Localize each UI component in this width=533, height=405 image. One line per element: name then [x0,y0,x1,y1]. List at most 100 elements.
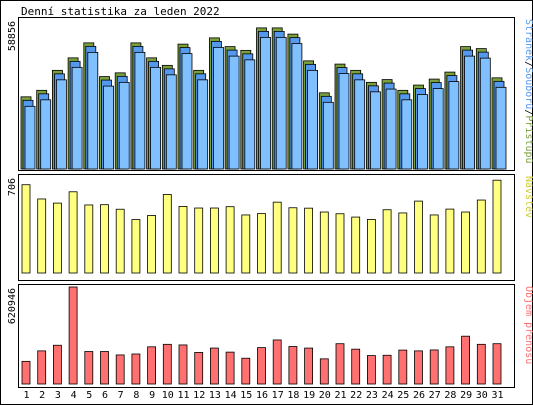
bar-visits-day-5 [84,204,94,274]
legend-item-requests-3: / [523,109,533,115]
bar-visits-day-1 [21,184,31,274]
bar-pages-day-26 [417,94,428,170]
bar-visits-day-10 [162,194,172,274]
bar-visits-day-23 [366,219,376,274]
bar-visits-day-25 [398,212,408,274]
x-tick-label-day-8: 8 [133,390,139,401]
bar-pages-day-28 [448,81,460,170]
bar-bytes-day-28 [445,346,455,385]
bar-bytes-day-14 [225,351,235,385]
bar-bytes-day-4 [68,286,78,385]
bar-bytes-day-6 [100,351,109,385]
bar-visits-day-12 [194,207,204,274]
bar-bytes-day-2 [37,350,47,385]
bar-visits-day-15 [241,214,251,274]
bar-visits-day-22 [351,216,361,274]
panel-requests: 58856 Stránek/Souborů/Přístupů [7,17,533,171]
bar-bytes-day-23 [366,355,376,385]
bar-visits-day-16 [257,213,266,274]
x-tick-label-day-1: 1 [23,390,29,401]
bar-pages-day-22 [354,79,366,170]
bar-pages-day-19 [307,69,319,170]
panel-bytes: 620946 Objem přenosu [7,284,533,388]
bar-bytes-day-12 [194,352,204,385]
bar-visits-day-17 [272,201,282,274]
bar-pages-day-6 [103,85,114,170]
bar-bytes-day-18 [288,346,298,385]
bar-pages-day-14 [228,55,240,170]
bar-bytes-day-25 [398,349,408,385]
bar-pages-day-15 [244,59,256,170]
x-tick-label-day-2: 2 [39,390,45,401]
x-tick-label-day-7: 7 [118,390,124,401]
bar-bytes-day-7 [115,354,125,385]
bar-bytes-day-21 [335,343,345,385]
x-tick-label-day-19: 19 [303,390,315,401]
bar-bytes-day-31 [492,343,502,385]
bar-visits-day-6 [100,204,109,274]
bar-pages-day-21 [338,73,350,170]
bar-visits-day-11 [178,206,188,274]
bar-visits-day-19 [304,207,314,274]
bar-visits-day-4 [68,191,78,274]
y-max-label-bytes: 620946 [7,288,18,324]
bar-visits-day-21 [335,213,345,274]
bar-bytes-day-1 [21,360,31,385]
x-tick-label-day-21: 21 [334,390,346,401]
bar-visits-day-24 [382,209,392,274]
y-max-label-requests: 58856 [7,21,18,51]
bar-visits-day-20 [319,211,329,274]
bar-bytes-day-15 [241,357,251,385]
bar-pages-day-18 [291,43,303,170]
bar-bytes-day-17 [272,339,282,385]
bar-bytes-day-5 [84,351,94,385]
x-tick-label-day-15: 15 [240,390,252,401]
legend-item-bytes-0: Objem přenosu [523,286,533,364]
bar-pages-day-12 [197,79,209,170]
legend-item-requests-4: Přístupů [523,115,533,163]
panel-visits: 706 Návštěv [7,174,533,281]
bar-visits-day-14 [225,206,235,274]
bar-pages-day-16 [260,36,271,170]
bar-visits-day-31 [492,179,502,274]
bar-pages-day-27 [432,88,444,170]
legend-visits: Návštěv [523,176,533,218]
bar-bytes-day-19 [304,347,314,385]
x-tick-label-day-31: 31 [491,390,503,401]
bar-bytes-day-24 [382,354,392,385]
bar-pages-day-9 [150,66,162,170]
bar-pages-day-5 [87,51,99,170]
bar-visits-day-30 [476,199,486,274]
bar-bytes-day-11 [178,344,188,385]
legend-item-requests-2: Souborů [523,67,533,109]
bar-visits-day-8 [131,219,141,274]
x-tick-label-day-27: 27 [429,390,441,401]
bar-pages-day-11 [181,53,193,170]
legend-item-visits-0: Návštěv [523,176,533,218]
bar-bytes-day-9 [147,346,157,385]
x-axis-day-labels: 1 2 3 4 5 6 7 8 9 10 11 12 13 14 15 16 17 18 19 20 21 22 23 24 2… [23,390,503,401]
y-max-label-visits: 706 [7,178,18,196]
x-tick-label-day-13: 13 [209,390,221,401]
x-tick-label-day-6: 6 [102,390,108,401]
x-tick-label-day-4: 4 [71,390,77,401]
x-tick-label-day-29: 29 [460,390,472,401]
x-tick-label-day-12: 12 [193,390,205,401]
bar-pages-day-3 [56,79,67,170]
bar-bytes-day-26 [414,350,423,385]
bar-bytes-day-10 [162,343,172,385]
bar-bytes-day-29 [461,335,471,385]
bar-visits-day-13 [209,207,219,274]
x-tick-label-day-9: 9 [149,390,155,401]
bar-bytes-day-20 [319,358,329,385]
x-tick-label-day-5: 5 [86,390,92,401]
x-tick-label-day-28: 28 [444,390,456,401]
x-tick-label-day-16: 16 [256,390,268,401]
x-tick-label-day-3: 3 [55,390,61,401]
bar-visits-day-28 [445,208,455,274]
bar-bytes-day-30 [476,343,486,385]
bar-bytes-day-16 [257,347,266,385]
legend-item-requests-0: Stránek [523,19,533,61]
bar-pages-day-24 [385,88,397,170]
